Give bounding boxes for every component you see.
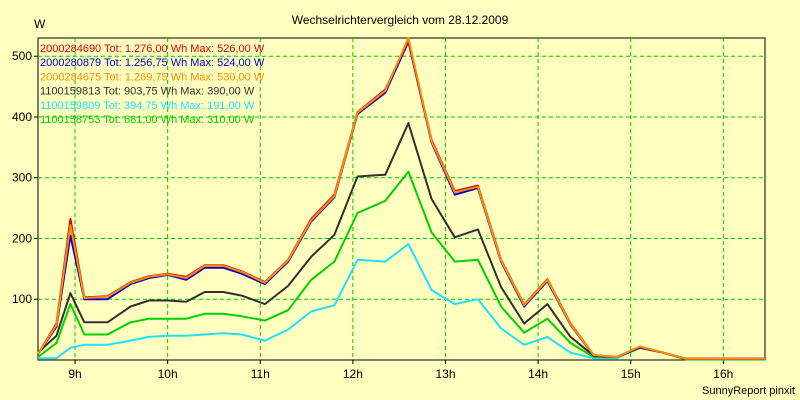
x-axis-ticks: 9h 10h 11h 12h 13h 14h 15h 16h (68, 360, 733, 381)
legend-entry-1100158753: 1100158753 Tot: 681,00 Wh Max: 310,00 W (40, 114, 255, 126)
y-axis-label: W (34, 17, 46, 31)
legend-entry-1100159809: 1100159809 Tot: 394,75 Wh Max: 191,00 W (40, 100, 255, 112)
legend-entry-2000280879: 2000280879 Tot: 1.256,75 Wh Max: 524,00 … (40, 57, 265, 69)
chart-title: Wechselrichtervergleich vom 28.12.2009 (292, 13, 509, 27)
series-lines (37, 37, 765, 361)
x-tick-label: 13h (435, 367, 455, 381)
legend: 2000284690 Tot: 1.276,00 Wh Max: 526,00 … (40, 43, 265, 126)
footer-text: SunnyReport pinxit (702, 385, 795, 397)
y-tick-label: 200 (12, 231, 32, 245)
x-tick-label: 12h (343, 367, 363, 381)
legend-entry-2000284675: 2000284675 Tot: 1.269,75 Wh Max: 530,00 … (40, 71, 265, 83)
plot-area (37, 37, 766, 361)
x-tick-label: 16h (713, 367, 733, 381)
legend-entry-1100159813: 1100159813 Tot: 903,75 Wh Max: 390,00 W (40, 86, 255, 98)
x-tick-label: 9h (68, 367, 81, 381)
grid (38, 38, 765, 360)
y-tick-label: 100 (12, 292, 32, 306)
y-tick-label: 500 (12, 49, 32, 63)
y-tick-label: 300 (12, 171, 32, 185)
x-tick-label: 14h (528, 367, 548, 381)
y-axis-ticks: 100 200 300 400 500 (12, 49, 38, 306)
x-tick-label: 15h (621, 367, 641, 381)
y-tick-label: 400 (12, 110, 32, 124)
x-tick-label: 10h (158, 367, 178, 381)
legend-entry-2000284690: 2000284690 Tot: 1.276,00 Wh Max: 526,00 … (40, 43, 265, 55)
series-line-2000284675 (37, 37, 765, 360)
x-tick-label: 11h (251, 367, 270, 381)
